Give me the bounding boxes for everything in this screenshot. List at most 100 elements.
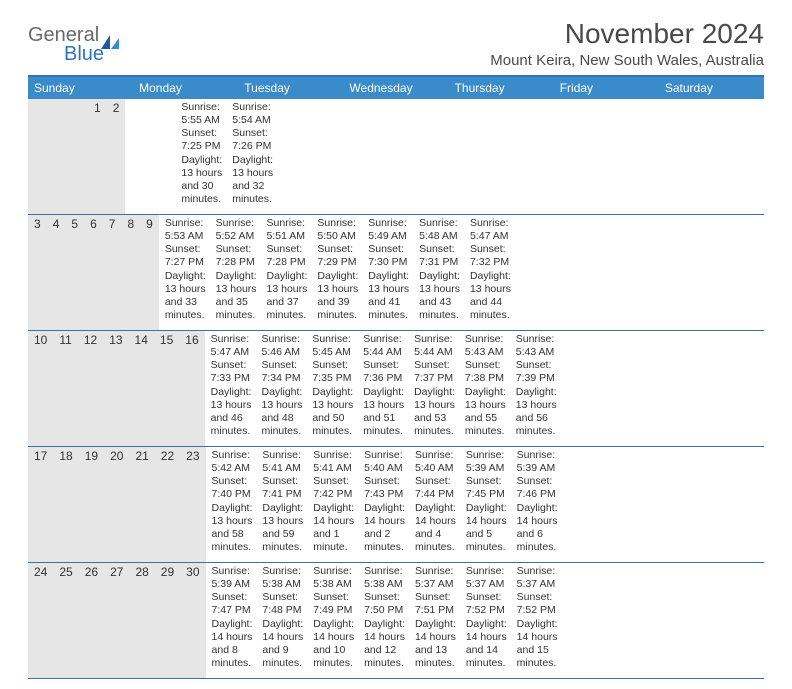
- sunset-text: Sunset: 7:25 PM: [181, 127, 222, 153]
- calendar-page: General Blue November 2024 Mount Keira, …: [0, 0, 792, 689]
- sunset-text: Sunset: 7:49 PM: [313, 591, 354, 617]
- day-cell: Sunrise: 5:42 AMSunset: 7:40 PMDaylight:…: [206, 447, 257, 562]
- daylight-text: Daylight: 13 hours and 50 minutes.: [312, 386, 353, 439]
- daylight-text: Daylight: 14 hours and 1 minute.: [313, 502, 354, 555]
- sunrise-text: Sunrise: 5:41 AM: [313, 449, 354, 475]
- day-number: 17: [28, 447, 53, 562]
- logo: General Blue: [28, 18, 119, 66]
- sunrise-text: Sunrise: 5:40 AM: [415, 449, 456, 475]
- weekday-header: Sunday: [28, 77, 133, 99]
- sunset-text: Sunset: 7:52 PM: [466, 591, 507, 617]
- sunrise-text: Sunrise: 5:47 AM: [211, 333, 252, 359]
- sunrise-text: Sunrise: 5:49 AM: [368, 217, 409, 243]
- day-cell: Sunrise: 5:54 AMSunset: 7:26 PMDaylight:…: [226, 99, 277, 214]
- sunrise-text: Sunrise: 5:50 AM: [317, 217, 358, 243]
- sunset-text: Sunset: 7:52 PM: [517, 591, 558, 617]
- daylight-text: Daylight: 13 hours and 48 minutes.: [261, 386, 302, 439]
- daycell-row: Sunrise: 5:39 AMSunset: 7:47 PMDaylight:…: [206, 563, 562, 678]
- day-cell: Sunrise: 5:48 AMSunset: 7:31 PMDaylight:…: [413, 215, 464, 330]
- sunrise-text: Sunrise: 5:37 AM: [415, 565, 456, 591]
- daycell-row: Sunrise: 5:47 AMSunset: 7:33 PM Daylight:…: [205, 331, 561, 446]
- sunrise-text: Sunrise: 5:43 AM: [465, 333, 506, 359]
- day-cell: Sunrise: 5:44 AMSunset: 7:37 PMDaylight:…: [408, 331, 459, 446]
- day-number: 25: [53, 563, 78, 678]
- sunrise-text: Sunrise: 5:51 AM: [267, 217, 308, 243]
- daylight-text: Daylight: 14 hours and 12 minutes.: [364, 618, 405, 671]
- weekday-header: Wednesday: [343, 77, 448, 99]
- daylight-text: Daylight: 13 hours and 44 minutes.: [470, 270, 511, 323]
- week-row: 12Sunrise: 5:55 AMSunset: 7:25 PMDayligh…: [28, 99, 764, 215]
- daynum-row: 17181920212223: [28, 447, 206, 562]
- sunrise-text: Sunrise: 5:55 AM: [181, 101, 222, 127]
- day-cell: [145, 99, 155, 214]
- sunrise-text: Sunrise: 5:45 AM: [312, 333, 353, 359]
- day-number: 7: [103, 215, 122, 330]
- day-cell: Sunrise: 5:43 AMSunset: 7:38 PMDaylight:…: [459, 331, 510, 446]
- day-cell: [165, 99, 175, 214]
- sunset-text: Sunset: 7:40 PM: [212, 475, 253, 501]
- sunset-text: Sunset: 7:50 PM: [364, 591, 405, 617]
- sunset-text: Sunset: 7:42 PM: [313, 475, 354, 501]
- daynum-row: 3456789: [28, 215, 159, 330]
- sunset-text: Sunset: 7:31 PM: [419, 243, 460, 269]
- day-cell: Sunrise: 5:39 AMSunset: 7:47 PMDaylight:…: [206, 563, 257, 678]
- daylight-text: Daylight: 13 hours and 56 minutes.: [516, 386, 557, 439]
- day-cell: Sunrise: 5:41 AMSunset: 7:41 PMDaylight:…: [256, 447, 307, 562]
- day-cell: Sunrise: 5:37 AMSunset: 7:52 PMDaylight:…: [460, 563, 511, 678]
- day-cell: Sunrise: 5:44 AMSunset: 7:36 PMDaylight:…: [357, 331, 408, 446]
- day-cell: Sunrise: 5:50 AMSunset: 7:29 PMDaylight:…: [311, 215, 362, 330]
- daylight-text: Daylight: 13 hours and 30 minutes.: [181, 154, 222, 207]
- sunset-text: Sunset: 7:33 PM: [211, 359, 252, 385]
- day-cell: Sunrise: 5:51 AMSunset: 7:28 PMDaylight:…: [261, 215, 312, 330]
- day-cell: [125, 99, 135, 214]
- daylight-text: Daylight: 13 hours and 33 minutes.: [165, 270, 206, 323]
- day-number: 6: [84, 215, 103, 330]
- daynum-row: 12: [28, 99, 125, 214]
- weekday-header: Monday: [133, 77, 238, 99]
- day-cell: Sunrise: 5:38 AMSunset: 7:48 PMDaylight:…: [256, 563, 307, 678]
- daylight-text: Daylight: 13 hours and 41 minutes.: [368, 270, 409, 323]
- day-cell: Sunrise: 5:47 AMSunset: 7:32 PMDaylight:…: [464, 215, 515, 330]
- week-row: 17181920212223Sunrise: 5:42 AMSunset: 7:…: [28, 447, 764, 563]
- sunset-text: Sunset: 7:48 PM: [262, 591, 303, 617]
- weekday-header: Saturday: [659, 77, 764, 99]
- daycell-row: Sunrise: 5:53 AMSunset: 7:27 PMDaylight:…: [159, 215, 515, 330]
- daylight-text: Daylight: 14 hours and 13 minutes.: [415, 618, 456, 671]
- sunrise-text: Sunrise: 5:40 AM: [364, 449, 405, 475]
- day-number: 9: [140, 215, 159, 330]
- daylight-text: Daylight: 14 hours and 4 minutes.: [415, 502, 456, 555]
- sunset-text: Sunset: 7:39 PM: [516, 359, 557, 385]
- month-title: November 2024: [490, 18, 764, 50]
- sunrise-text: Sunrise: 5:48 AM: [419, 217, 460, 243]
- day-cell: Sunrise: 5:47 AMSunset: 7:33 PMDaylight:…: [205, 331, 256, 446]
- daylight-text: Daylight: 13 hours and 51 minutes.: [363, 386, 404, 439]
- day-number: 28: [129, 563, 154, 678]
- sunrise-text: Sunrise: 5:39 AM: [466, 449, 507, 475]
- week-row: 10111213141516Sunrise: 5:47 AMSunset: 7:…: [28, 331, 764, 447]
- day-number: 16: [179, 331, 204, 446]
- daylight-text: Daylight: 14 hours and 14 minutes.: [466, 618, 507, 671]
- sunset-text: Sunset: 7:27 PM: [165, 243, 206, 269]
- day-number: 13: [103, 331, 128, 446]
- day-number: 19: [79, 447, 104, 562]
- day-number: 21: [129, 447, 154, 562]
- day-number: 26: [79, 563, 104, 678]
- weekday-header: Tuesday: [238, 77, 343, 99]
- sunset-text: Sunset: 7:45 PM: [466, 475, 507, 501]
- day-cell: Sunrise: 5:49 AMSunset: 7:30 PMDaylight:…: [362, 215, 413, 330]
- daycell-row: Sunrise: 5:42 AMSunset: 7:40 PMDaylight:…: [206, 447, 562, 562]
- sunset-text: Sunset: 7:32 PM: [470, 243, 511, 269]
- calendar: Sunday Monday Tuesday Wednesday Thursday…: [28, 75, 764, 679]
- day-number: 20: [104, 447, 129, 562]
- daylight-text: Daylight: 13 hours and 32 minutes.: [232, 154, 273, 207]
- location: Mount Keira, New South Wales, Australia: [490, 52, 764, 69]
- daylight-text: Daylight: 13 hours and 39 minutes.: [317, 270, 358, 323]
- sunset-text: Sunset: 7:43 PM: [364, 475, 405, 501]
- day-cell: Sunrise: 5:43 AMSunset: 7:39 PMDaylight:…: [510, 331, 561, 446]
- sunrise-text: Sunrise: 5:38 AM: [262, 565, 303, 591]
- day-number: [52, 99, 64, 214]
- week-row: 3456789Sunrise: 5:53 AMSunset: 7:27 PMDa…: [28, 215, 764, 331]
- header: General Blue November 2024 Mount Keira, …: [28, 18, 764, 69]
- sunrise-text: Sunrise: 5:44 AM: [414, 333, 455, 359]
- daylight-text: Daylight: 14 hours and 8 minutes.: [212, 618, 253, 671]
